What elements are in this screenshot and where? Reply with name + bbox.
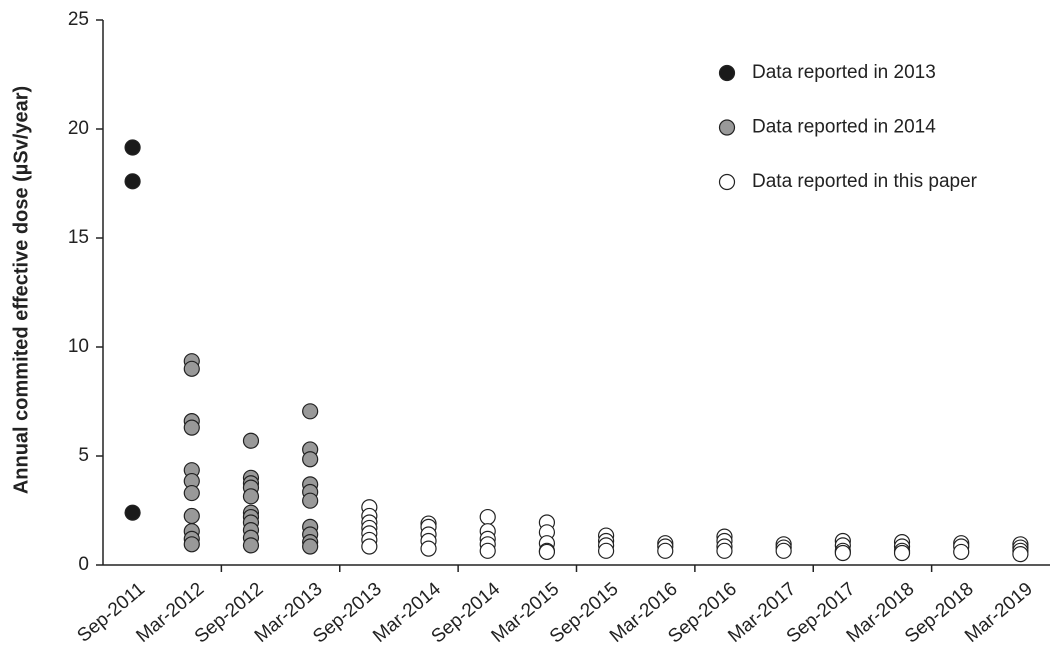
data-point xyxy=(124,139,141,156)
y-tick-label: 5 xyxy=(78,445,89,466)
data-point xyxy=(775,542,792,559)
data-point xyxy=(420,540,437,557)
legend-label: Data reported in 2013 xyxy=(752,62,936,83)
data-point xyxy=(183,536,200,553)
legend-marker xyxy=(718,119,736,136)
data-point xyxy=(538,543,556,561)
data-point xyxy=(242,488,260,505)
data-point xyxy=(597,542,615,559)
legend-marker xyxy=(718,64,736,82)
data-point xyxy=(124,173,141,190)
data-point xyxy=(124,504,141,521)
data-point xyxy=(183,507,200,525)
y-tick-label: 15 xyxy=(68,227,89,248)
y-axis-label: Annual commited effective dose (µSv/year… xyxy=(10,86,32,494)
data-point xyxy=(302,538,319,555)
data-point xyxy=(953,543,970,561)
data-point xyxy=(302,492,319,509)
y-tick-label: 20 xyxy=(68,118,89,139)
y-tick-label: 0 xyxy=(78,554,89,575)
data-point xyxy=(183,419,200,436)
data-point xyxy=(479,542,496,559)
data-point xyxy=(1012,545,1029,563)
data-point xyxy=(716,542,733,559)
data-point xyxy=(361,538,378,555)
legend-label: Data reported in 2014 xyxy=(752,117,936,138)
data-point xyxy=(302,403,319,420)
data-point xyxy=(242,537,260,554)
y-tick-label: 25 xyxy=(68,9,89,30)
data-point xyxy=(242,432,260,449)
data-point xyxy=(893,544,911,562)
data-point xyxy=(183,360,200,377)
data-point xyxy=(302,451,319,468)
y-tick-label: 10 xyxy=(68,336,89,357)
legend-marker xyxy=(718,173,736,191)
data-point xyxy=(834,544,851,562)
legend-label: Data reported in this paper xyxy=(752,171,978,192)
data-point xyxy=(479,508,496,526)
data-point xyxy=(183,484,200,502)
data-point xyxy=(657,542,674,559)
